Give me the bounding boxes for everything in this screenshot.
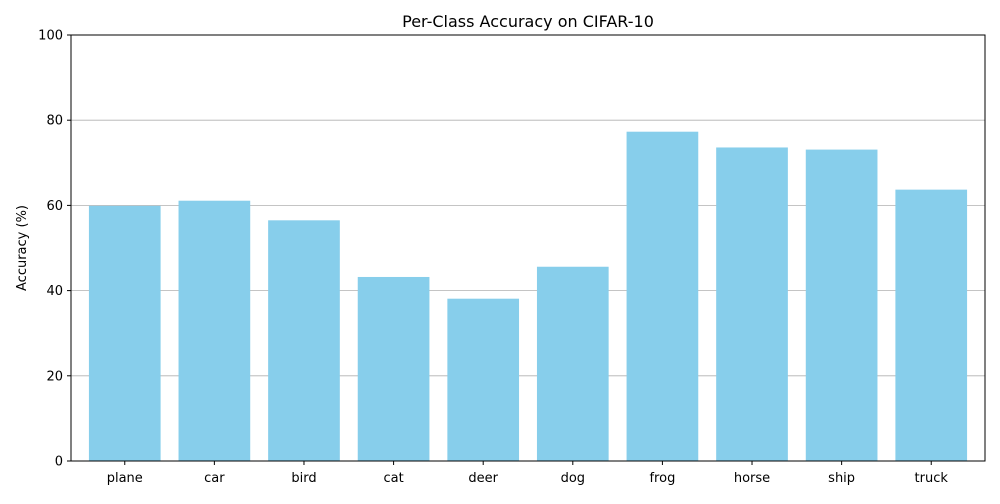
x-tick-label-car: car (204, 471, 225, 486)
bar-dog (536, 266, 609, 461)
bar-ship (805, 149, 878, 461)
y-tick-label: 100 (38, 29, 63, 44)
bar-plane (88, 205, 161, 461)
x-tick-label-bird: bird (291, 471, 316, 486)
x-tick-label-ship: ship (828, 471, 855, 486)
chart-title: Per-Class Accuracy on CIFAR-10 (402, 12, 654, 31)
bars (88, 131, 968, 462)
axes (67, 34, 986, 465)
bar-cat (357, 276, 430, 461)
y-tick-label: 60 (46, 199, 63, 214)
x-tick-label-frog: frog (649, 471, 675, 486)
x-tick-label-cat: cat (383, 471, 403, 486)
bar-horse (716, 147, 788, 462)
bar-bird (268, 220, 340, 461)
y-tick-label: 0 (55, 455, 63, 470)
y-tick-label: 80 (46, 114, 63, 129)
bar-deer (447, 298, 520, 461)
y-tick-label: 20 (46, 369, 63, 384)
x-tick-label-horse: horse (734, 471, 770, 486)
x-tick-label-truck: truck (915, 471, 949, 486)
y-tick-label: 40 (46, 284, 63, 299)
bar-frog (626, 131, 699, 461)
x-tick-label-plane: plane (107, 471, 143, 486)
plot-frame (70, 34, 986, 462)
y-axis-label: Accuracy (%) (15, 205, 30, 291)
x-tick-label-deer: deer (468, 471, 498, 486)
bar-truck (895, 189, 968, 461)
tick-labels: 0 20 40 60 80 100 plane car bird cat deer dog frog ho… (38, 29, 948, 487)
bar-car (178, 200, 251, 462)
x-tick-label-dog: dog (561, 471, 585, 486)
